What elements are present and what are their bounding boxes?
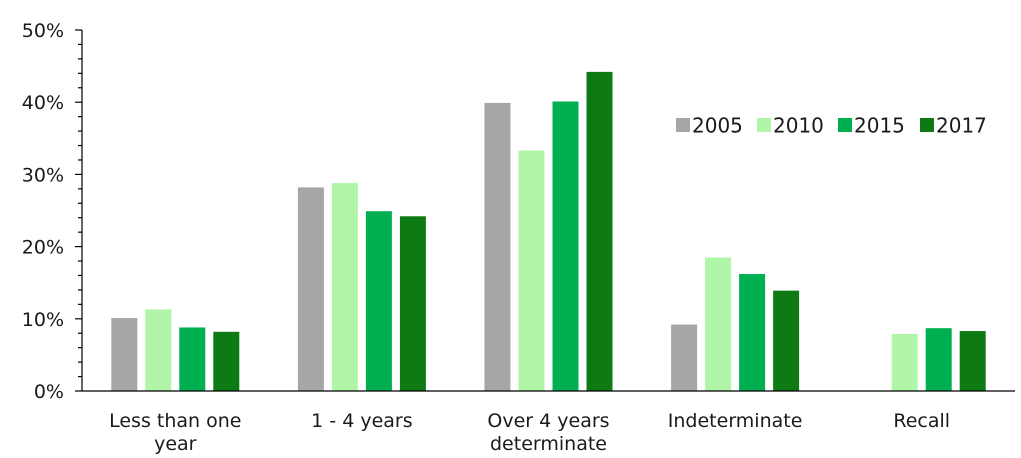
y-tick-label: 0%: [34, 381, 64, 403]
legend-swatch: [757, 118, 771, 132]
y-tick-label: 50%: [22, 20, 64, 42]
bar: [925, 328, 952, 391]
y-tick-label: 30%: [22, 164, 64, 186]
x-category-label: Indeterminate: [668, 410, 803, 432]
bar: [518, 150, 545, 391]
legend-swatch: [676, 118, 690, 132]
legend-swatch: [920, 118, 934, 132]
x-category-label: Over 4 years: [487, 410, 609, 432]
bar: [365, 211, 392, 391]
x-category-label: Less than one: [109, 410, 241, 432]
bar: [213, 331, 240, 391]
bar: [773, 290, 800, 391]
bar: [671, 324, 698, 391]
legend-swatch: [838, 118, 852, 132]
x-category-label: determinate: [490, 433, 607, 455]
bar: [959, 331, 986, 391]
legend: 2005 2010 2015 2017: [676, 114, 987, 138]
legend-label: 2010: [773, 114, 824, 138]
y-tick-label: 40%: [22, 92, 64, 114]
legend-label: 2015: [854, 114, 905, 138]
legend-label: 2005: [692, 114, 743, 138]
x-category-label: year: [154, 433, 197, 455]
bar: [705, 257, 732, 391]
legend-label: 2017: [936, 114, 987, 138]
bar: [331, 183, 358, 391]
y-axis-ticks: 0% 10% 20% 30% 40% 50%: [22, 20, 82, 403]
bar: [586, 71, 613, 391]
x-category-label: 1 - 4 years: [311, 410, 412, 432]
bar: [297, 187, 324, 391]
bar: [484, 102, 511, 391]
bar: [552, 101, 579, 391]
bar: [891, 333, 918, 391]
bar: [399, 216, 426, 391]
bar: [111, 318, 138, 391]
bar: [179, 327, 206, 391]
y-tick-label: 10%: [22, 309, 64, 331]
bars: [111, 71, 986, 391]
bar: [739, 274, 766, 391]
x-category-label: Recall: [893, 410, 950, 432]
bar: [145, 309, 172, 391]
y-tick-label: 20%: [22, 237, 64, 259]
